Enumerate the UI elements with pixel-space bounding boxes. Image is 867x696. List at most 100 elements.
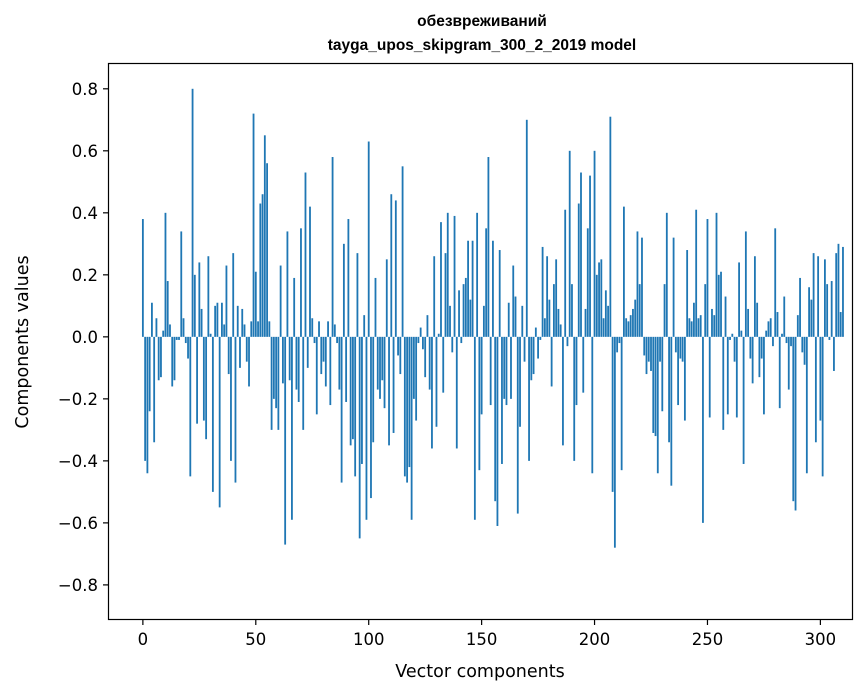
bar-225 xyxy=(650,336,652,371)
bar-5 xyxy=(153,336,156,443)
y-tick-label: 0.6 xyxy=(72,142,98,161)
bar-18 xyxy=(182,318,185,337)
bar-218 xyxy=(634,299,637,337)
x-tick-label: 50 xyxy=(245,630,266,649)
bar-293 xyxy=(803,336,806,365)
bar-226 xyxy=(652,336,655,433)
bar-88 xyxy=(340,336,343,483)
bar-69 xyxy=(297,336,300,402)
bar-114 xyxy=(399,336,402,375)
bar-210 xyxy=(616,336,619,353)
bar-35 xyxy=(221,302,223,337)
bar-109 xyxy=(388,336,390,446)
bar-20 xyxy=(187,336,189,359)
bar-56 xyxy=(268,321,271,337)
bar-34 xyxy=(218,336,221,508)
y-tick-label: 0.8 xyxy=(72,80,98,99)
bar-181 xyxy=(550,336,553,387)
bar-104 xyxy=(376,336,379,390)
bar-27 xyxy=(202,336,205,421)
bar-19 xyxy=(184,336,187,344)
bar-148 xyxy=(476,212,479,337)
bar-130 xyxy=(435,336,438,427)
bar-177 xyxy=(541,246,544,337)
bar-83 xyxy=(329,336,332,406)
bar-51 xyxy=(257,321,259,337)
bar-1 xyxy=(144,336,147,461)
bar-289 xyxy=(794,336,797,511)
bar-176 xyxy=(539,336,542,340)
bar-95 xyxy=(356,253,359,337)
bar-207 xyxy=(609,116,612,337)
bar-231 xyxy=(663,284,666,337)
bar-266 xyxy=(742,336,745,464)
bar-90 xyxy=(345,336,348,402)
bar-108 xyxy=(385,259,388,337)
bar-30 xyxy=(209,333,212,337)
bar-265 xyxy=(740,330,743,337)
bar-125 xyxy=(424,336,427,378)
bar-series xyxy=(141,88,844,548)
bar-194 xyxy=(580,172,582,337)
bar-24 xyxy=(196,336,198,424)
bar-167 xyxy=(519,336,521,427)
bar-118 xyxy=(408,336,411,468)
y-tick-label: −0.2 xyxy=(58,390,98,409)
bar-196 xyxy=(584,308,587,337)
bar-9 xyxy=(162,330,165,337)
bar-259 xyxy=(726,336,729,415)
bar-112 xyxy=(394,200,397,337)
bar-310 xyxy=(842,246,844,337)
bar-144 xyxy=(467,240,469,337)
bar-236 xyxy=(674,336,677,353)
bar-159 xyxy=(501,336,503,464)
bar-256 xyxy=(720,271,722,337)
bar-65 xyxy=(288,336,291,381)
bar-264 xyxy=(738,262,740,337)
bar-3 xyxy=(148,336,151,412)
x-tick-label: 100 xyxy=(353,630,385,649)
bar-98 xyxy=(363,315,366,337)
bar-203 xyxy=(600,259,603,337)
bar-212 xyxy=(620,336,623,471)
bar-77 xyxy=(315,336,318,415)
bar-276 xyxy=(765,330,768,337)
bar-129 xyxy=(433,256,436,337)
bar-251 xyxy=(708,336,711,418)
bar-39 xyxy=(230,336,232,461)
bar-116 xyxy=(403,336,406,477)
bar-238 xyxy=(679,336,682,359)
bar-26 xyxy=(200,308,203,337)
bar-232 xyxy=(665,212,668,337)
bar-258 xyxy=(724,296,727,337)
bar-160 xyxy=(503,336,506,399)
bar-208 xyxy=(611,336,614,492)
bar-295 xyxy=(808,287,810,337)
bar-288 xyxy=(792,336,795,502)
bar-44 xyxy=(241,308,244,337)
bar-192 xyxy=(575,336,578,406)
bar-94 xyxy=(354,336,357,477)
bar-50 xyxy=(254,271,257,337)
bar-54 xyxy=(263,135,266,337)
bar-149 xyxy=(478,336,481,471)
bar-164 xyxy=(512,265,515,337)
bar-92 xyxy=(349,336,352,446)
bar-137 xyxy=(451,336,454,353)
bar-119 xyxy=(410,336,413,520)
bar-163 xyxy=(510,336,512,399)
bar-48 xyxy=(250,321,253,337)
y-tick-label: 0.0 xyxy=(72,328,98,347)
bar-70 xyxy=(300,228,302,337)
bar-134 xyxy=(444,253,447,337)
bar-100 xyxy=(367,141,370,337)
bar-277 xyxy=(767,321,770,337)
bar-303 xyxy=(826,284,829,337)
bar-96 xyxy=(358,336,361,539)
bar-71 xyxy=(302,336,305,430)
bar-243 xyxy=(690,321,693,337)
bar-278 xyxy=(769,318,772,337)
bar-153 xyxy=(487,157,490,337)
bar-85 xyxy=(333,324,336,337)
